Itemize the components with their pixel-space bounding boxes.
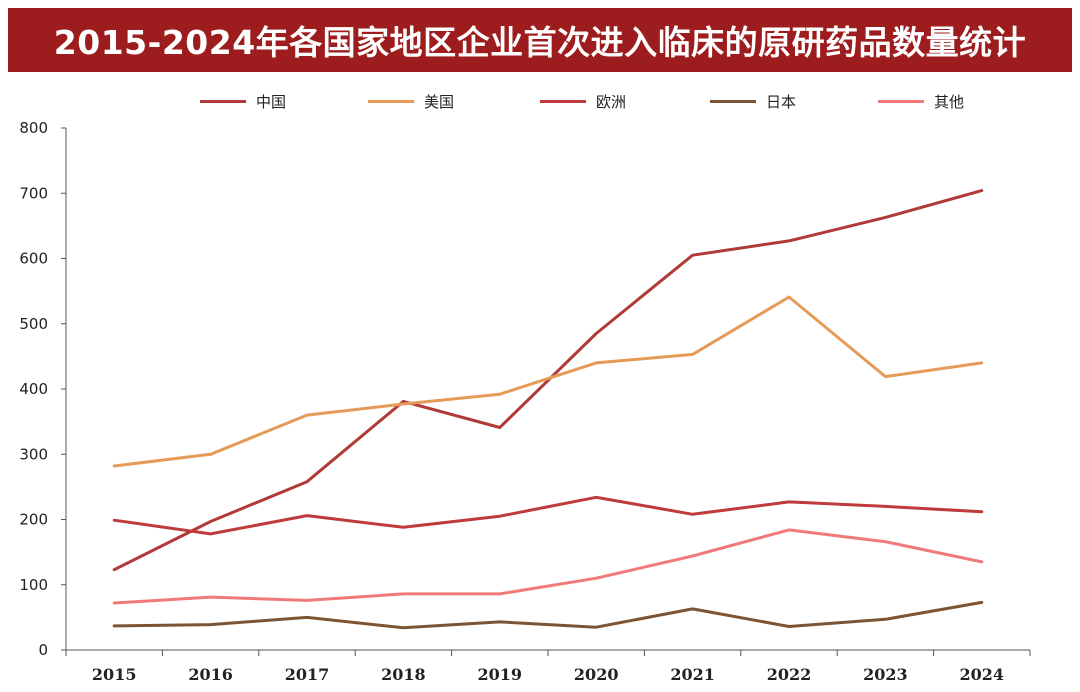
y-tick-label: 800 bbox=[19, 119, 48, 137]
x-tick-label: 2021 bbox=[670, 665, 715, 684]
legend-swatch-china bbox=[200, 99, 246, 103]
legend-item-china: 中国 bbox=[200, 86, 286, 116]
chart-title: 2015-2024年各国家地区企业首次进入临床的原研药品数量统计 bbox=[53, 23, 1027, 62]
legend-item-europe: 欧洲 bbox=[540, 86, 626, 116]
y-tick-label: 0 bbox=[38, 641, 48, 659]
y-tick-label: 100 bbox=[19, 576, 48, 594]
legend-swatch-usa bbox=[368, 99, 414, 103]
x-tick-label: 2019 bbox=[478, 665, 523, 684]
series-line-china bbox=[112, 189, 984, 572]
title-banner: 2015-2024年各国家地区企业首次进入临床的原研药品数量统计 bbox=[8, 8, 1072, 72]
y-tick-label: 600 bbox=[19, 250, 48, 268]
x-tick-label: 2023 bbox=[863, 665, 908, 684]
series-line-europe bbox=[112, 495, 984, 536]
y-tick-label: 500 bbox=[19, 315, 48, 333]
chart-legend: 中国 美国 欧洲 日本 其他 bbox=[0, 86, 1080, 116]
legend-item-japan: 日本 bbox=[710, 86, 796, 116]
y-tick-label: 700 bbox=[19, 184, 48, 202]
legend-swatch-other bbox=[878, 99, 924, 103]
legend-label-other: 其他 bbox=[934, 92, 965, 111]
y-tick-label: 400 bbox=[19, 380, 48, 398]
legend-label-japan: 日本 bbox=[766, 92, 797, 111]
chart-axes: 0 100 200 300 400 500 600 700 800 2015 2016 2017 201… bbox=[19, 119, 1031, 684]
x-tick-label: 2017 bbox=[285, 665, 330, 684]
x-tick-label: 2016 bbox=[188, 665, 233, 684]
x-tick-label: 2020 bbox=[574, 665, 619, 684]
x-tick-label: 2022 bbox=[767, 665, 812, 684]
chart-series bbox=[112, 189, 984, 630]
y-tick-label: 200 bbox=[19, 511, 48, 529]
x-tick-label: 2018 bbox=[381, 665, 426, 684]
legend-swatch-japan bbox=[710, 99, 756, 103]
x-tick-label: 2024 bbox=[960, 665, 1005, 684]
y-tick-label: 300 bbox=[19, 445, 48, 463]
legend-item-usa: 美国 bbox=[368, 86, 454, 116]
series-line-japan bbox=[112, 600, 984, 630]
legend-label-china: 中国 bbox=[256, 92, 287, 111]
legend-item-other: 其他 bbox=[878, 86, 964, 116]
legend-label-usa: 美国 bbox=[424, 92, 455, 111]
legend-label-europe: 欧洲 bbox=[596, 92, 627, 111]
series-line-usa bbox=[112, 295, 984, 468]
legend-swatch-europe bbox=[540, 99, 586, 103]
series-line-other bbox=[112, 528, 984, 605]
x-tick-label: 2015 bbox=[92, 665, 137, 684]
